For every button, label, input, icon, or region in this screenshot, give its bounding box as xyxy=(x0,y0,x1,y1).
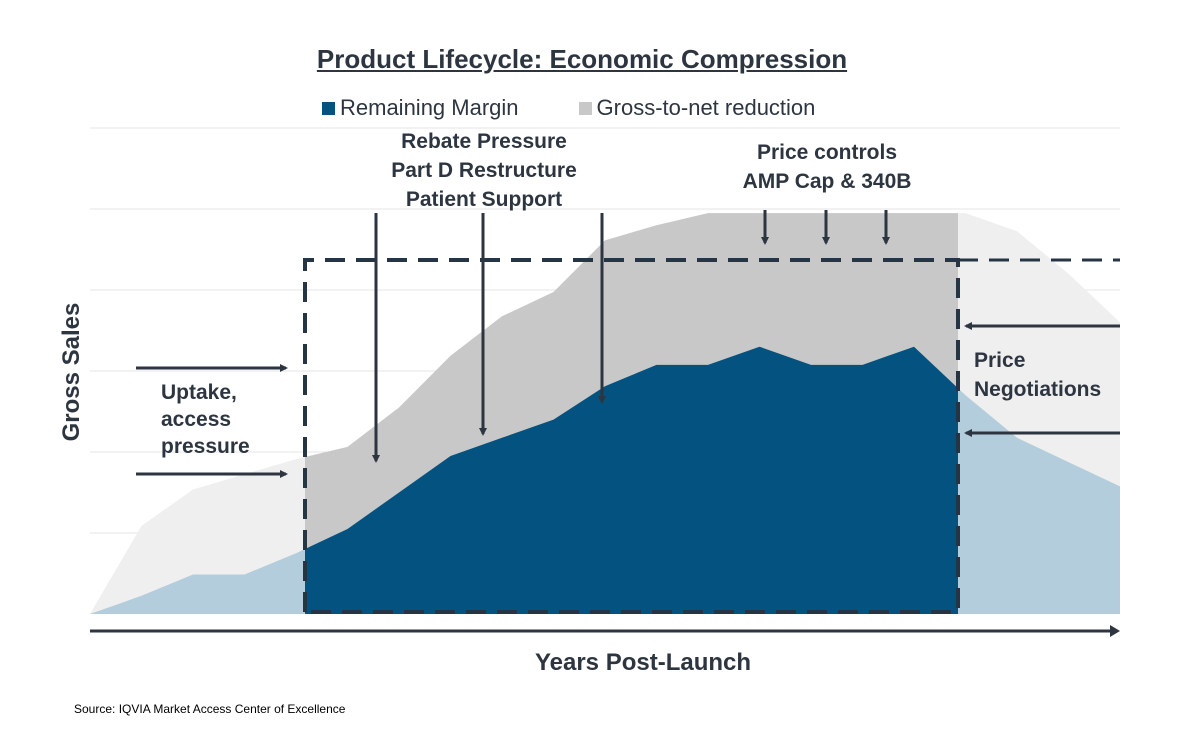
legend-item-margin: Remaining Margin xyxy=(322,95,519,121)
legend-label-margin: Remaining Margin xyxy=(340,95,519,120)
source-note: Source: IQVIA Market Access Center of Ex… xyxy=(74,702,346,716)
focus-window xyxy=(303,258,1120,614)
annotation-price-controls: Price controls AMP Cap & 340B xyxy=(743,141,912,193)
annotation-price-negotiations-line: Price xyxy=(974,349,1025,372)
annotation-rebate-line: Rebate Pressure xyxy=(401,130,567,153)
annotation-price-negotiations: Price Negotiations xyxy=(974,349,1101,401)
annotation-uptake-line: pressure xyxy=(161,435,250,458)
area-remaining-margin xyxy=(305,346,958,614)
legend-swatch-margin xyxy=(322,101,335,115)
chart-title: Product Lifecycle: Economic Compression xyxy=(316,44,848,74)
annotation-price-controls-line: AMP Cap & 340B xyxy=(743,170,912,193)
annotation-price-controls-line: Price controls xyxy=(757,141,897,164)
x-axis-label: Years Post-Launch xyxy=(535,649,751,676)
areas-highlighted xyxy=(305,213,958,614)
legend-label-reduction: Gross-to-net reduction xyxy=(596,95,816,120)
axes: Years Post-Launch Gross Sales xyxy=(58,303,1120,676)
annotation-price-negotiations-line: Negotiations xyxy=(974,378,1101,401)
annotation-uptake: Uptake, access pressure xyxy=(161,381,250,458)
legend-item-reduction: Gross-to-net reduction xyxy=(578,95,816,121)
annotation-rebate-line: Part D Restructure xyxy=(391,159,577,182)
y-axis-label: Gross Sales xyxy=(58,303,85,442)
annotations: Uptake, access pressure Rebate Pressure Part… xyxy=(136,130,1120,478)
x-axis-arrowhead xyxy=(1110,625,1120,637)
annotation-uptake-line: Uptake, xyxy=(161,381,237,404)
annotation-rebate: Rebate Pressure Part D Restructure Patient… xyxy=(391,130,577,211)
legend: Remaining Margin Gross-to-net reduction xyxy=(322,95,875,121)
legend-swatch-reduction xyxy=(578,101,592,115)
annotation-rebate-line: Patient Support xyxy=(406,188,562,211)
annotation-uptake-line: access xyxy=(161,408,231,431)
